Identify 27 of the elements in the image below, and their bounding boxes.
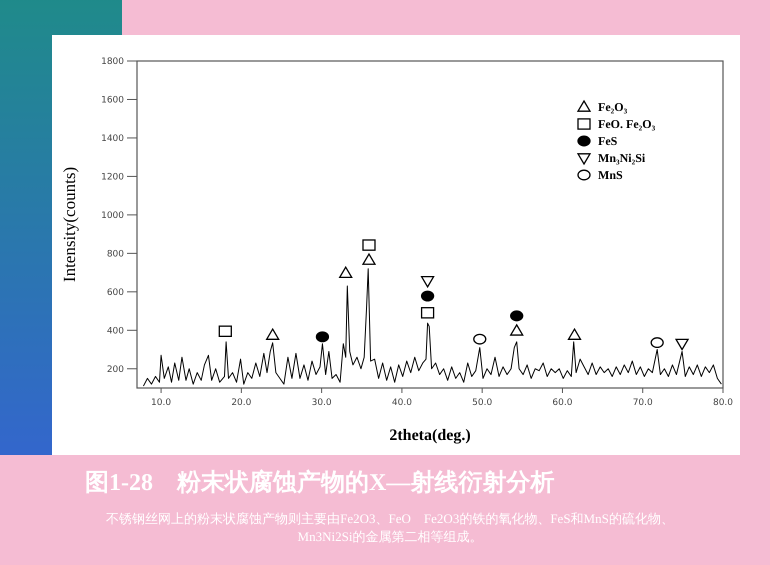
line-series xyxy=(142,268,722,387)
x-tick-label: 20.0 xyxy=(231,398,252,408)
y-tick-label: 1800 xyxy=(101,57,124,67)
y-tick-label: 1600 xyxy=(101,95,124,106)
legend-label: FeS xyxy=(598,134,618,148)
text: 图1-28 粉末状腐蚀产物的X—射线衍射分析 xyxy=(85,468,556,498)
legend-label: MnS xyxy=(598,168,623,182)
x-tick-label: 30.0 xyxy=(312,398,332,408)
x-tick-label: 60.0 xyxy=(552,398,573,408)
legend-label: Fe₂O₃ xyxy=(598,100,628,114)
x-tick-label: 80.0 xyxy=(712,398,734,408)
y-tick-label: 1400 xyxy=(101,134,124,144)
x-axis-title: 2theta(deg.) xyxy=(389,427,471,444)
y-tick-label: 1200 xyxy=(101,172,124,182)
y-tick-label: 600 xyxy=(106,288,124,298)
x-tick-label: 40.0 xyxy=(392,398,412,408)
legend-label: FeO. Fe₂O₃ xyxy=(598,117,656,131)
y-tick-label: 1000 xyxy=(101,210,124,221)
legend-label: Mn₃Ni₂Si xyxy=(598,151,646,165)
x-tick-label: 50.0 xyxy=(472,398,492,408)
y-tick-label: 400 xyxy=(106,326,124,336)
text: 不锈钢丝网上的粉末状腐蚀产物则主要由Fe2O3、FeO Fe2O3的铁的氧化物、FeS和MnS的硫化物、Mn3Ni2Si的金属第二相等组成。 xyxy=(105,510,675,546)
y-tick-label: 800 xyxy=(106,249,124,260)
y-axis-title: Intensity(counts) xyxy=(60,166,79,282)
x-tick-label: 10.0 xyxy=(151,398,172,408)
x-tick-label: 70.0 xyxy=(632,398,654,408)
y-tick-label: 200 xyxy=(106,364,124,375)
